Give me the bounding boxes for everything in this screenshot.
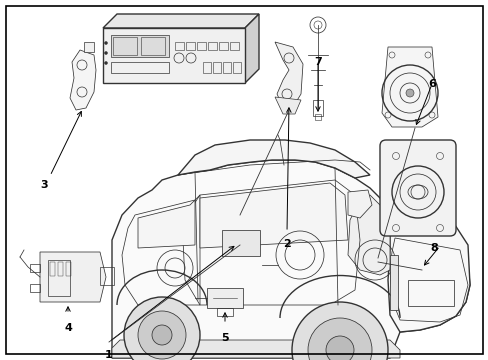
Polygon shape xyxy=(274,97,301,114)
Bar xyxy=(48,260,70,296)
Circle shape xyxy=(325,336,353,360)
Bar xyxy=(217,308,232,316)
Polygon shape xyxy=(274,42,303,107)
Polygon shape xyxy=(70,50,96,110)
Text: 2: 2 xyxy=(283,239,290,249)
Bar xyxy=(111,35,169,57)
Bar xyxy=(30,284,40,292)
Text: 1: 1 xyxy=(105,350,113,360)
Circle shape xyxy=(104,41,107,45)
Bar xyxy=(103,28,244,83)
Bar xyxy=(203,62,210,73)
Text: 6: 6 xyxy=(427,79,435,89)
Polygon shape xyxy=(178,140,369,178)
Bar xyxy=(312,100,323,116)
Bar xyxy=(141,37,164,55)
Polygon shape xyxy=(40,252,106,302)
Text: 5: 5 xyxy=(221,333,228,343)
Bar xyxy=(113,37,137,55)
Circle shape xyxy=(307,318,371,360)
Bar xyxy=(58,262,63,276)
Bar xyxy=(232,62,241,73)
Bar xyxy=(207,42,217,50)
Polygon shape xyxy=(347,190,371,218)
FancyBboxPatch shape xyxy=(379,140,455,236)
Polygon shape xyxy=(244,14,259,83)
Bar xyxy=(30,264,40,272)
Circle shape xyxy=(124,297,200,360)
Bar xyxy=(213,62,221,73)
Bar xyxy=(222,230,260,256)
Bar xyxy=(175,42,183,50)
Polygon shape xyxy=(381,47,437,127)
Circle shape xyxy=(291,302,387,360)
Text: 3: 3 xyxy=(40,180,48,190)
Bar xyxy=(185,42,195,50)
Polygon shape xyxy=(389,255,397,310)
Circle shape xyxy=(104,51,107,54)
Bar xyxy=(223,62,230,73)
Polygon shape xyxy=(112,160,469,358)
Bar xyxy=(66,262,71,276)
Circle shape xyxy=(138,311,185,359)
Polygon shape xyxy=(138,200,195,248)
Polygon shape xyxy=(200,183,347,248)
Text: 4: 4 xyxy=(64,323,72,333)
Bar xyxy=(407,280,453,306)
Circle shape xyxy=(405,89,413,97)
Bar xyxy=(219,42,227,50)
Bar xyxy=(229,42,239,50)
Circle shape xyxy=(152,325,172,345)
Polygon shape xyxy=(347,195,389,275)
Polygon shape xyxy=(387,215,469,332)
Bar xyxy=(111,62,169,73)
Circle shape xyxy=(104,62,107,64)
Polygon shape xyxy=(84,42,94,52)
Polygon shape xyxy=(103,14,259,28)
Bar xyxy=(314,114,320,120)
Bar xyxy=(206,288,243,308)
Bar xyxy=(50,262,55,276)
Polygon shape xyxy=(112,340,399,358)
Text: 8: 8 xyxy=(429,243,437,253)
Bar xyxy=(197,42,205,50)
Text: 7: 7 xyxy=(313,57,321,67)
Bar xyxy=(100,267,114,285)
